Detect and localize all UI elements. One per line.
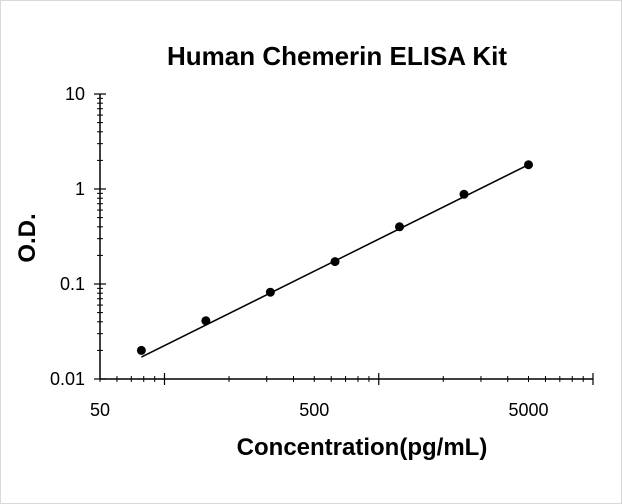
y-axis-title: O.D.	[14, 213, 41, 262]
data-point	[524, 160, 534, 170]
y-tick-label: 10	[65, 84, 85, 104]
x-axis-title: Concentration(pg/mL)	[237, 434, 488, 461]
x-tick-label: 5000	[508, 400, 548, 420]
y-tick-label: 0.01	[50, 369, 85, 389]
data-point	[395, 222, 405, 232]
axes: 50 500 5000 10 1 0.1 0.01	[50, 84, 594, 420]
data-point	[265, 287, 275, 297]
data-point	[459, 189, 469, 199]
x-tick-label: 500	[299, 400, 329, 420]
data-point	[136, 345, 146, 355]
data-point	[201, 316, 211, 326]
data-point	[330, 257, 340, 267]
plot-area	[136, 160, 534, 358]
y-tick-label: 0.1	[60, 274, 85, 294]
y-tick-label: 1	[75, 179, 85, 199]
chart-title: Human Chemerin ELISA Kit	[167, 41, 507, 71]
x-tick-label: 50	[90, 400, 110, 420]
